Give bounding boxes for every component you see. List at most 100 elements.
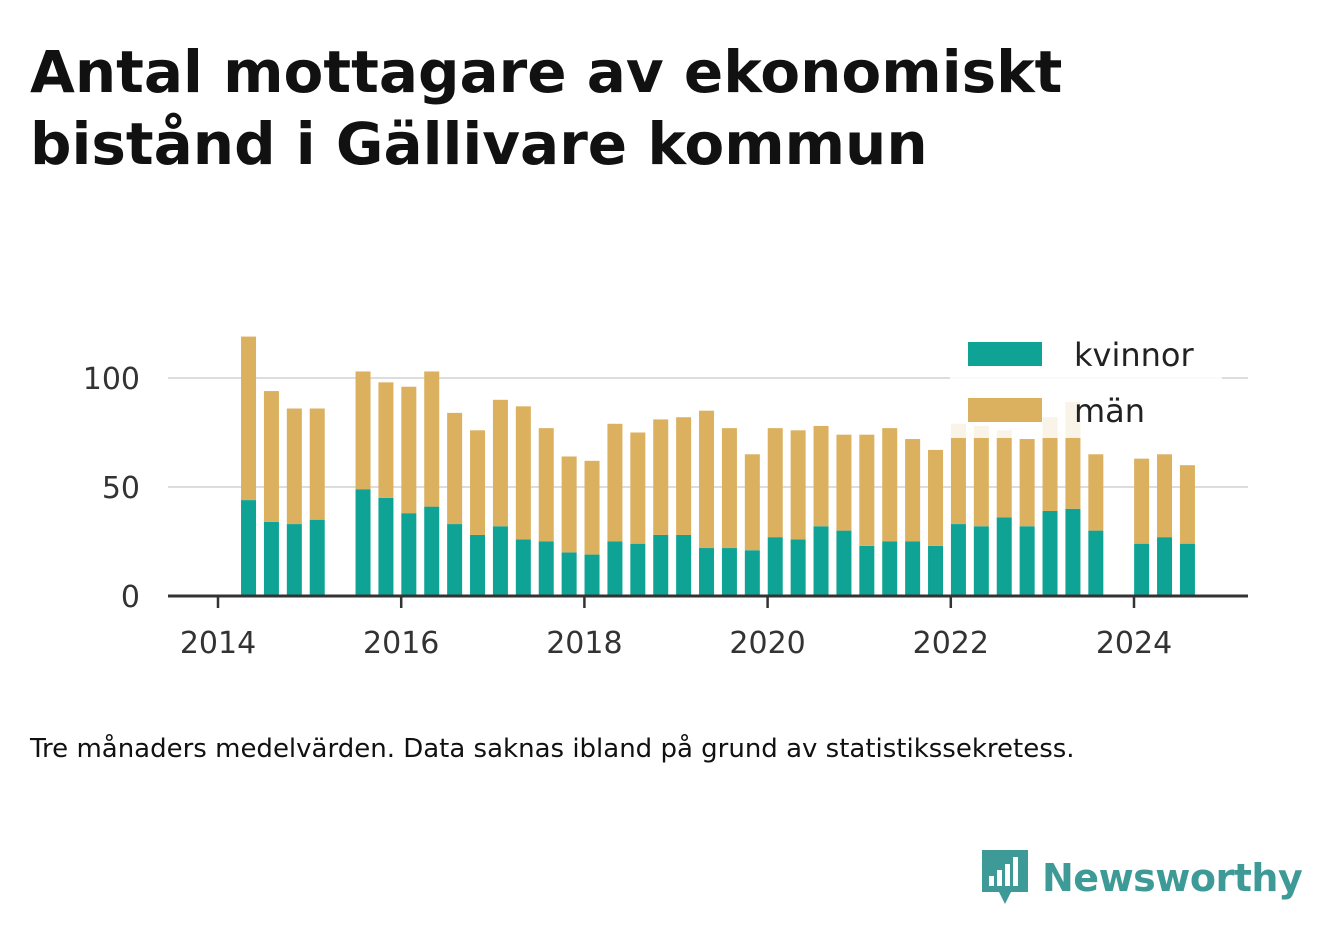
bar-man [1088, 454, 1104, 531]
y-tick-label: 0 [121, 580, 140, 615]
bar-man [1042, 417, 1058, 511]
bar-man [676, 417, 692, 535]
bar-man [309, 408, 325, 520]
bar-kvinnor [607, 541, 623, 596]
bar-man [538, 428, 554, 542]
bar-man [263, 391, 279, 522]
bar-kvinnor [1019, 526, 1035, 596]
bar-man [241, 336, 257, 501]
bar-man [1157, 454, 1173, 538]
x-tick-label: 2020 [729, 626, 805, 661]
y-axis-ticks: 0 50 100 [83, 362, 140, 615]
bar-kvinnor [515, 539, 531, 596]
x-tick-label: 2024 [1096, 626, 1172, 661]
bar-man [447, 412, 463, 525]
bar-man [950, 423, 966, 525]
bar-man [744, 454, 760, 551]
bar-kvinnor [424, 506, 440, 596]
legend-label: män [1074, 392, 1145, 430]
bar-chart: 2014 2016 2018 2020 2022 2024 0 50 100 kvinnor m… [82, 330, 1248, 661]
bar-man [424, 371, 440, 507]
bar-kvinnor [1042, 510, 1058, 596]
bar-kvinnor [538, 541, 554, 596]
bar-kvinnor [744, 550, 760, 596]
x-tick-label: 2016 [363, 626, 439, 661]
legend-label: kvinnor [1074, 336, 1195, 374]
bar-kvinnor [1088, 530, 1104, 596]
bar-kvinnor [928, 545, 944, 596]
bar-kvinnor [1157, 537, 1173, 596]
bar-man [928, 449, 944, 546]
bar-kvinnor [355, 489, 371, 596]
bar-man [1134, 458, 1150, 544]
bar-kvinnor [676, 534, 692, 596]
bar-kvinnor [1179, 543, 1195, 596]
bar-kvinnor [492, 526, 508, 596]
bar-kvinnor [561, 552, 577, 596]
x-tick-label: 2022 [913, 626, 989, 661]
bar-man [584, 460, 600, 555]
bar-man [859, 434, 875, 546]
bar-man [286, 408, 302, 525]
bar-man [721, 428, 737, 549]
bar-kvinnor [630, 543, 646, 596]
bar-man [515, 406, 531, 540]
bar-kvinnor [378, 497, 394, 596]
bar-kvinnor [653, 534, 669, 596]
bar-kvinnor [699, 548, 715, 596]
bar-kvinnor [996, 517, 1012, 596]
bar-kvinnor [401, 513, 417, 596]
bar-kvinnor [905, 541, 921, 596]
bar-man [882, 428, 898, 542]
x-axis: 2014 2016 2018 2020 2022 2024 [168, 594, 1248, 661]
legend-swatch [968, 398, 1042, 422]
bar-kvinnor [836, 530, 852, 596]
bar-man [973, 425, 989, 527]
bars [241, 336, 1195, 596]
legend: kvinnor män [950, 330, 1222, 438]
bar-man [905, 439, 921, 542]
bar-man [1179, 465, 1195, 544]
bar-man [470, 430, 486, 535]
bar-man [767, 428, 783, 538]
legend-swatch [968, 342, 1042, 366]
bar-kvinnor [1065, 508, 1081, 596]
bar-man [699, 410, 715, 549]
bar-kvinnor [309, 519, 325, 596]
bar-man [836, 434, 852, 531]
bar-man [561, 456, 577, 553]
bar-man [378, 382, 394, 498]
y-tick-label: 50 [102, 471, 140, 506]
bar-kvinnor [813, 526, 829, 596]
bar-kvinnor [447, 524, 463, 596]
bar-kvinnor [950, 524, 966, 596]
bar-kvinnor [859, 545, 875, 596]
bar-man [355, 371, 371, 490]
bar-kvinnor [470, 534, 486, 596]
bar-kvinnor [286, 524, 302, 596]
bar-man [813, 425, 829, 527]
bar-kvinnor [263, 521, 279, 596]
bar-kvinnor [241, 500, 257, 596]
bar-kvinnor [790, 539, 806, 596]
bar-man [996, 430, 1012, 518]
y-tick-label: 100 [83, 362, 140, 397]
bar-man [653, 419, 669, 535]
bar-man [630, 432, 646, 544]
bar-kvinnor [721, 548, 737, 596]
bar-man [607, 423, 623, 542]
bar-kvinnor [584, 554, 600, 596]
bar-man [492, 399, 508, 527]
newsworthy-logo-icon [982, 850, 1028, 904]
x-tick-label: 2018 [546, 626, 622, 661]
x-tick-label: 2014 [180, 626, 256, 661]
bar-man [790, 430, 806, 540]
bar-kvinnor [882, 541, 898, 596]
chart-caption: Tre månaders medelvärden. Data saknas ib… [30, 734, 1075, 764]
bar-kvinnor [973, 526, 989, 596]
bar-man [1019, 439, 1035, 527]
brand: Newsworthy [980, 848, 1303, 908]
chart-title: Antal mottagare av ekonomiskt bistånd i … [30, 38, 1063, 178]
brand-name: Newsworthy [1042, 856, 1303, 900]
bar-kvinnor [767, 537, 783, 596]
